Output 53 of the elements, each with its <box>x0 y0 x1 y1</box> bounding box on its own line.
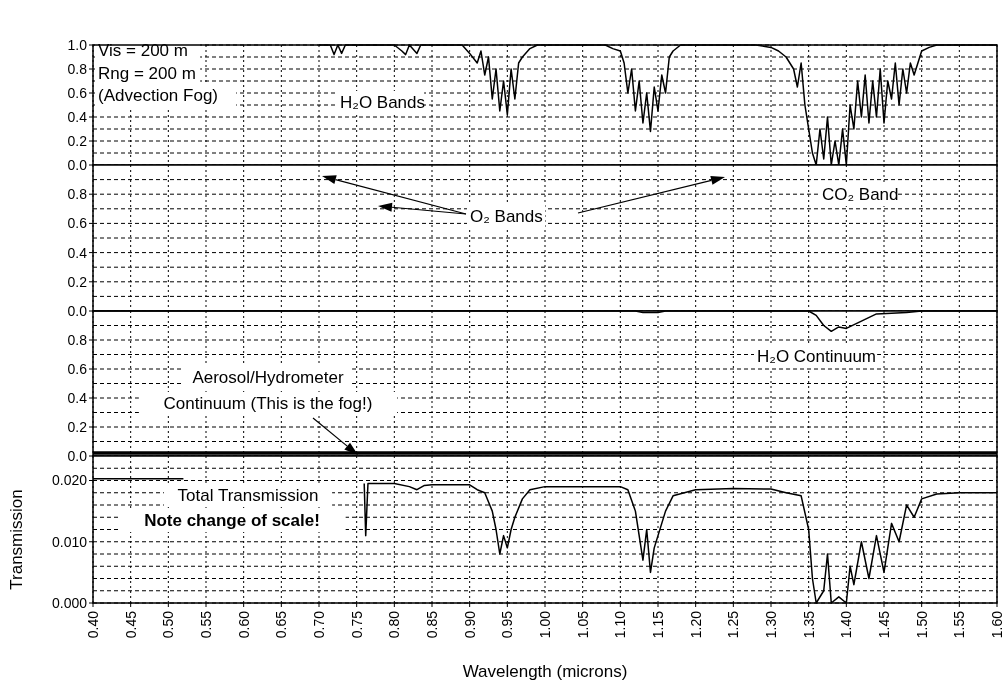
y-tick-label: 0.0 <box>67 156 88 173</box>
x-tick-label: 0.95 <box>499 610 516 639</box>
y-tick-label: 0.010 <box>51 533 88 550</box>
x-tick-label: 1.55 <box>951 610 968 639</box>
annotation: Rng = 200 m <box>98 64 196 83</box>
y-tick-label: 0.4 <box>67 389 88 406</box>
y-tick-label: 0.4 <box>67 108 88 125</box>
x-tick-label: 0.70 <box>310 610 327 639</box>
annotation: Aerosol/Hydrometer <box>192 368 344 387</box>
y-tick-label: 0.2 <box>67 132 88 149</box>
y-tick-label: 0.8 <box>67 186 88 203</box>
y-tick-label: 0.8 <box>67 60 88 77</box>
x-tick-label: 0.65 <box>273 610 290 639</box>
y-tick-label: 0.6 <box>67 215 88 232</box>
y-tick-label: 1.0 <box>67 36 88 53</box>
x-tick-label: 0.80 <box>386 610 403 639</box>
y-tick-label: 0.6 <box>67 84 88 101</box>
y-tick-label: 0.0 <box>67 447 88 464</box>
x-axis-title: Wavelength (microns) <box>462 662 628 681</box>
y-tick-label: 0.0 <box>67 302 88 319</box>
x-tick-label: 1.60 <box>988 610 1002 639</box>
x-tick-label: 1.35 <box>800 610 817 639</box>
y-tick-label: 0.020 <box>51 472 88 489</box>
annotation: Note change of scale! <box>144 511 320 530</box>
x-tick-label: 1.15 <box>649 610 666 639</box>
x-tick-label: 0.85 <box>423 610 440 639</box>
x-tick-label: 0.50 <box>160 610 177 639</box>
x-tick-label: 0.60 <box>235 610 252 639</box>
x-tick-label: 0.55 <box>197 610 214 639</box>
annotation: Total Transmission <box>177 486 319 505</box>
x-tick-label: 1.05 <box>574 610 591 639</box>
x-tick-label: 1.45 <box>875 610 892 639</box>
x-tick-label: 0.90 <box>461 610 478 639</box>
y-tick-label: 0.2 <box>67 418 88 435</box>
y-tick-label: 0.6 <box>67 360 88 377</box>
x-tick-label: 1.20 <box>687 610 704 639</box>
y-tick-label: 0.000 <box>51 594 88 611</box>
annotation: Vis = 200 m <box>98 41 188 60</box>
x-tick-label: 0.40 <box>84 610 101 639</box>
x-tick-label: 1.10 <box>612 610 629 639</box>
y-tick-label: 0.2 <box>67 273 88 290</box>
y-tick-label: 0.8 <box>67 331 88 348</box>
x-tick-label: 0.45 <box>122 610 139 639</box>
y-tick-label: 0.4 <box>67 244 88 261</box>
x-tick-label: 1.40 <box>838 610 855 639</box>
x-tick-label: 1.00 <box>536 610 553 639</box>
y-axis-title: Transmission <box>7 489 26 590</box>
x-tick-label: 1.50 <box>913 610 930 639</box>
x-tick-label: 0.75 <box>348 610 365 639</box>
x-tick-label: 1.30 <box>762 610 779 639</box>
annotation: (Advection Fog) <box>98 86 218 105</box>
x-tick-label: 1.25 <box>725 610 742 639</box>
annotation: Continuum (This is the fog!) <box>163 394 373 413</box>
